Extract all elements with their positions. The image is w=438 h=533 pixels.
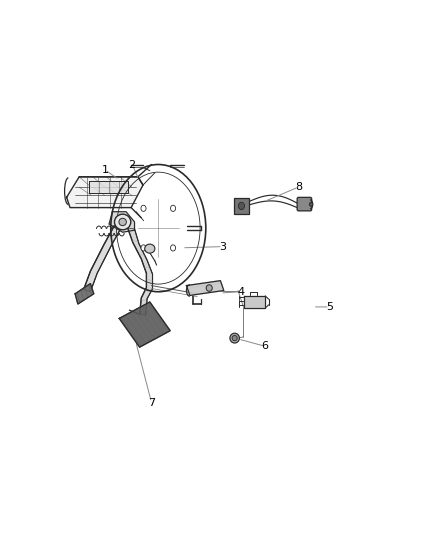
Ellipse shape [230, 333, 240, 343]
Ellipse shape [170, 205, 176, 212]
Text: 4: 4 [237, 287, 244, 297]
Polygon shape [75, 284, 94, 304]
Ellipse shape [114, 214, 131, 230]
Text: 1: 1 [102, 165, 109, 175]
Polygon shape [84, 226, 121, 292]
FancyBboxPatch shape [234, 198, 249, 214]
Ellipse shape [238, 202, 244, 209]
Polygon shape [187, 281, 224, 295]
Polygon shape [109, 212, 134, 232]
Polygon shape [128, 228, 152, 315]
Polygon shape [119, 302, 170, 347]
Ellipse shape [206, 285, 212, 292]
Polygon shape [88, 181, 128, 193]
Ellipse shape [145, 244, 155, 253]
Text: 6: 6 [262, 341, 268, 351]
Ellipse shape [141, 205, 146, 212]
Text: 3: 3 [219, 241, 226, 252]
Text: 7: 7 [148, 398, 155, 408]
Polygon shape [67, 177, 143, 207]
Ellipse shape [232, 335, 237, 341]
Text: 8: 8 [295, 182, 302, 192]
FancyBboxPatch shape [297, 197, 312, 211]
Polygon shape [244, 296, 265, 308]
Ellipse shape [170, 245, 176, 251]
Text: 5: 5 [326, 302, 333, 312]
Ellipse shape [309, 202, 313, 206]
Ellipse shape [119, 219, 127, 225]
Text: 2: 2 [129, 159, 136, 169]
Ellipse shape [141, 245, 146, 251]
